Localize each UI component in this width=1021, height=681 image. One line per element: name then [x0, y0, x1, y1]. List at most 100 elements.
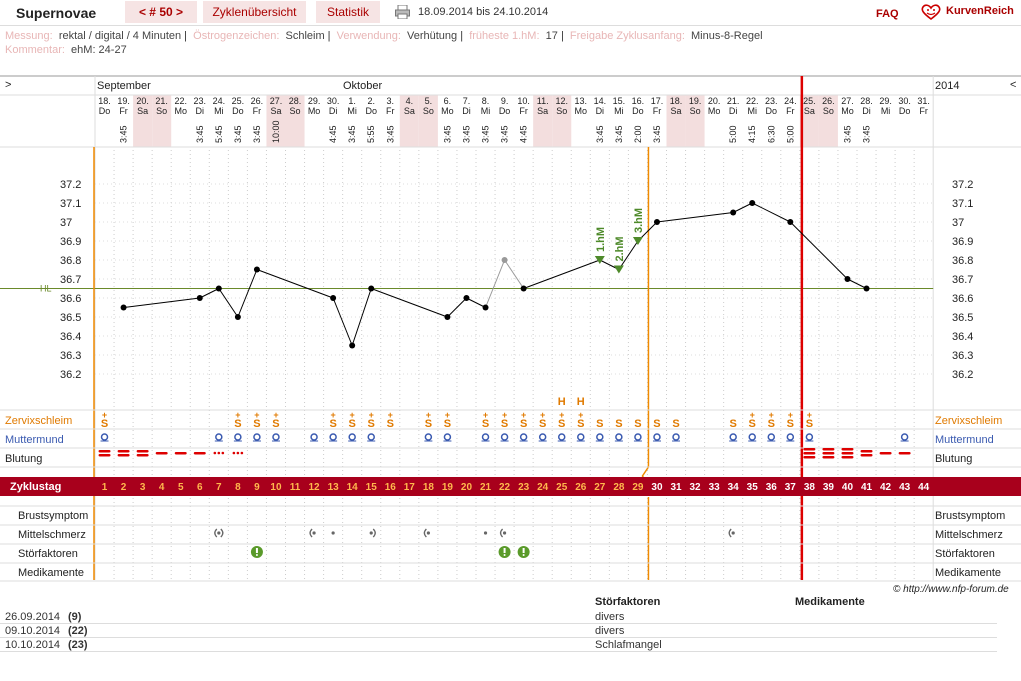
month-label-september: September	[97, 80, 151, 92]
measure-time-label: 3:45	[481, 125, 491, 143]
footer-stoer: divers	[595, 625, 625, 637]
day-date-label: 22.	[174, 96, 187, 106]
temperature-point	[653, 219, 660, 225]
measure-time-label: 3:45	[500, 125, 510, 143]
nav-right-arrow: <	[1010, 79, 1016, 91]
freigabe-value: Minus-8-Regel	[691, 30, 763, 42]
brand-name: KurvenReich	[946, 5, 1014, 17]
day-date-label: 12.	[555, 96, 568, 106]
zervix-plus: +	[369, 410, 374, 420]
day-weekday-label: Sa	[404, 106, 415, 116]
zervix-plus: +	[102, 410, 107, 420]
zyklustag-number: 32	[690, 482, 702, 493]
y-tick-label-left: 36.6	[60, 293, 81, 305]
day-weekday-label: Mi	[747, 106, 757, 116]
muttermund-symbol	[215, 433, 223, 441]
zyklustag-number: 30	[651, 482, 663, 493]
y-tick-label-right: 36.3	[952, 350, 973, 362]
row-label-stoer: Störfaktoren	[18, 548, 78, 560]
y-tick-label-left: 36.2	[60, 369, 81, 381]
zyklustag-number: 41	[861, 482, 873, 493]
day-date-label: 20.	[136, 96, 149, 106]
measure-time-label: 4:45	[328, 125, 338, 143]
row-label-zervix: Zervixschleim	[5, 415, 72, 427]
day-weekday-label: Sa	[137, 106, 148, 116]
day-date-label: 20.	[708, 96, 721, 106]
brand-logo[interactable]: KurvenReich	[920, 3, 1020, 21]
zyklustag-number: 29	[632, 482, 644, 493]
temperature-segment	[789, 221, 848, 280]
muttermund-symbol	[519, 433, 528, 441]
day-weekday-label: Fr	[653, 106, 662, 116]
blutung-dot	[240, 451, 244, 455]
y-tick-label-left: 36.5	[60, 312, 81, 324]
day-date-label: 19.	[117, 96, 130, 106]
tab-zyklenuebersicht[interactable]: Zyklenübersicht	[203, 1, 306, 23]
muttermund-symbol	[310, 433, 318, 441]
footer-date: 10.10.2014	[5, 639, 61, 651]
temperature-segment	[332, 297, 353, 346]
zyklustag-band	[0, 477, 1021, 496]
day-weekday-label: Do	[632, 106, 644, 116]
printer-icon[interactable]	[395, 5, 410, 19]
day-date-label: 11.	[537, 96, 549, 106]
zyklustag-number: 5	[178, 482, 184, 493]
hm-label: 3.hM	[633, 208, 645, 233]
temperature-segment	[504, 259, 525, 289]
zyklustag-number: 12	[309, 482, 321, 493]
blutung-dot	[221, 451, 225, 455]
footer-stoer: Schlafmangel	[595, 639, 662, 651]
temperature-point	[444, 314, 451, 320]
y-tick-label-left: 37.2	[60, 179, 81, 191]
zervix-symbol: S	[501, 418, 508, 430]
day-date-label: 28.	[289, 96, 302, 106]
day-date-label: 24.	[213, 96, 226, 106]
day-weekday-label: So	[156, 106, 167, 116]
blutung-mark	[117, 450, 130, 453]
zyklustag-number: 36	[766, 482, 778, 493]
zervix-plus: +	[502, 410, 507, 420]
day-date-label: 30.	[898, 96, 911, 106]
exclamation-dot	[255, 554, 258, 556]
day-weekday-label: Sa	[270, 106, 281, 116]
measure-time-label: 3:45	[842, 125, 852, 143]
zyklustag-number: 20	[461, 482, 473, 493]
day-date-label: 29.	[308, 96, 321, 106]
temperature-point	[253, 266, 260, 273]
row-label-medi: Medikamente	[18, 567, 84, 579]
exclamation-bar	[503, 548, 506, 553]
y-tick-label-right: 37.2	[952, 179, 973, 191]
oestrogen-label: Östrogenzeichen:	[193, 30, 280, 42]
measure-time-label: 3:45	[862, 125, 872, 143]
muttermund-symbol	[729, 433, 737, 441]
day-date-label: 4.	[406, 96, 414, 106]
measure-time-label: 3:45	[385, 125, 395, 143]
cycle-nav-button[interactable]: < # 50 >	[125, 1, 197, 23]
weekend-shade	[418, 95, 438, 147]
zyklustag-number: 43	[899, 482, 911, 493]
measure-time-label: 5:45	[214, 125, 224, 143]
muttermund-symbol	[577, 433, 585, 441]
mittelschmerz-dot	[217, 531, 221, 535]
weekend-shade	[285, 95, 305, 147]
mittelschmerz-dot	[731, 531, 735, 535]
verwendung-label: Verwendung:	[336, 30, 401, 42]
day-weekday-label: Mo	[841, 106, 854, 116]
zyklustag-number: 3	[140, 482, 146, 493]
faq-link[interactable]: FAQ	[876, 8, 899, 20]
temperature-point	[520, 285, 527, 292]
temperature-segment	[523, 259, 601, 289]
measure-time-label: 3:45	[652, 125, 662, 143]
muttermund-symbol	[367, 433, 375, 441]
meta-line-1: Messung: rektal / digital / 4 Minuten | …	[5, 30, 763, 42]
y-tick-label-right: 36.8	[952, 255, 973, 267]
y-tick-label-left: 36.7	[60, 274, 81, 286]
temperature-segment	[123, 297, 200, 308]
tab-statistik[interactable]: Statistik	[316, 1, 380, 23]
zervix-symbol: S	[349, 418, 356, 430]
row-label-right-blutung: Blutung	[935, 453, 972, 465]
muttermund-symbol	[767, 433, 776, 441]
muttermund-symbol	[900, 433, 909, 441]
y-tick-label-right: 36.9	[952, 236, 973, 248]
year-label: 2014	[935, 80, 959, 92]
